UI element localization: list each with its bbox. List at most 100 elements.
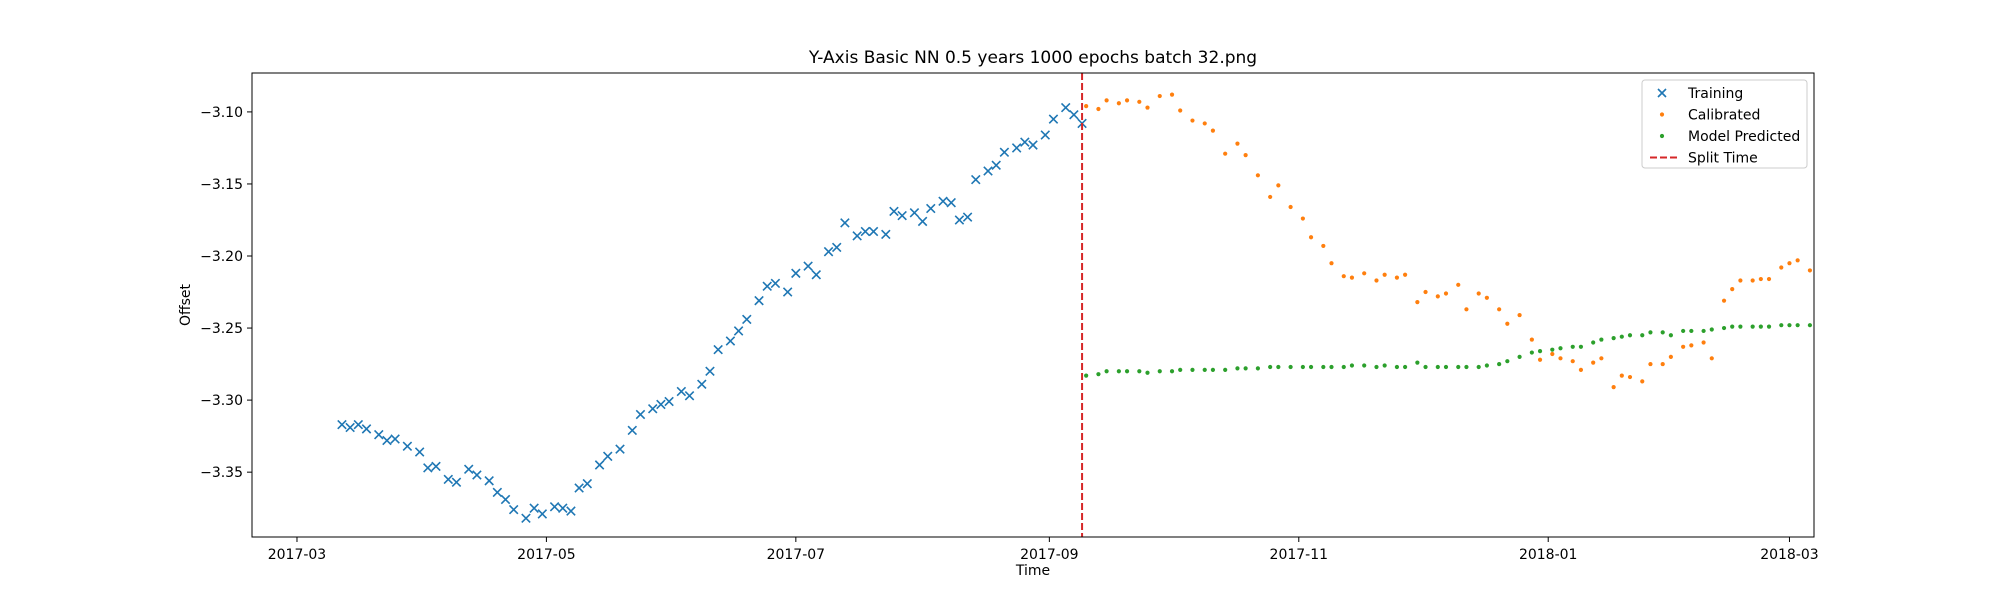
training-point bbox=[402, 441, 413, 451]
predicted-point bbox=[1709, 327, 1714, 332]
training-point bbox=[831, 242, 842, 253]
legend: Training Calibrated Model Predicted Split T… bbox=[1641, 79, 1808, 169]
x-axis-label: Time bbox=[1015, 563, 1050, 579]
legend-marker-dot bbox=[1659, 133, 1665, 139]
training-point bbox=[860, 226, 871, 237]
predicted-point bbox=[1157, 369, 1162, 374]
training-point bbox=[970, 174, 981, 185]
training-point bbox=[1040, 130, 1051, 140]
x-tick-label: 2017-09 bbox=[1020, 547, 1079, 563]
calibrated-point bbox=[1627, 374, 1633, 380]
calibrated-point bbox=[1243, 153, 1248, 158]
training-point bbox=[1020, 137, 1030, 147]
training-point bbox=[1060, 102, 1071, 113]
calibrated-point bbox=[1648, 361, 1653, 367]
training-point bbox=[557, 503, 568, 513]
predicted-point bbox=[1096, 372, 1101, 377]
predicted-point bbox=[1104, 369, 1109, 374]
x-tick-label: 2017-07 bbox=[767, 547, 826, 563]
calibrated-point bbox=[1497, 307, 1502, 312]
legend-box bbox=[1641, 79, 1808, 169]
calibrated-point bbox=[1276, 183, 1281, 188]
predicted-point bbox=[1668, 333, 1673, 338]
calibrated-point bbox=[1721, 298, 1727, 303]
legend-marker-training bbox=[1657, 88, 1667, 98]
training-point bbox=[946, 197, 956, 208]
predicted-point bbox=[1362, 363, 1367, 368]
predicted-point bbox=[1529, 350, 1534, 355]
predicted-point bbox=[1456, 364, 1461, 370]
calibrated-point bbox=[1476, 291, 1481, 296]
calibrated-point bbox=[1591, 360, 1596, 365]
calibrated-point bbox=[1157, 93, 1162, 99]
training-point bbox=[1028, 140, 1038, 150]
training-point bbox=[938, 196, 948, 207]
training-point bbox=[889, 206, 899, 217]
predicted-point bbox=[1464, 364, 1469, 370]
calibrated-point bbox=[1190, 118, 1195, 123]
predicted-point bbox=[1701, 328, 1706, 334]
training-point bbox=[602, 451, 613, 462]
predicted-point bbox=[1084, 373, 1089, 378]
predicted-point bbox=[1476, 364, 1481, 370]
training-point bbox=[840, 218, 850, 228]
calibrated-point bbox=[1137, 99, 1142, 104]
calibrated-point bbox=[1537, 357, 1543, 362]
calibrated-point bbox=[1640, 379, 1645, 384]
calibrated-point bbox=[1668, 354, 1673, 359]
calibrated-point bbox=[1255, 173, 1260, 178]
calibrated-point bbox=[1550, 351, 1555, 357]
predicted-point bbox=[1137, 369, 1142, 374]
calibrated-point bbox=[1484, 295, 1489, 300]
training-point bbox=[1011, 143, 1022, 153]
legend-label: Training bbox=[1687, 86, 1743, 102]
training-point bbox=[647, 403, 658, 414]
training-point bbox=[443, 474, 454, 485]
training-point bbox=[811, 269, 822, 280]
calibrated-point bbox=[1611, 385, 1616, 390]
calibrated-point bbox=[1300, 216, 1305, 221]
training-point bbox=[431, 461, 441, 472]
legend-label: Calibrated bbox=[1688, 108, 1760, 124]
training-point bbox=[725, 336, 736, 346]
predicted-point bbox=[1611, 336, 1616, 341]
training-point bbox=[962, 212, 973, 222]
calibrated-point bbox=[1394, 275, 1400, 280]
calibrated-point bbox=[1517, 312, 1522, 318]
calibrated-point bbox=[1505, 321, 1510, 326]
training-point bbox=[373, 429, 384, 440]
training-point bbox=[566, 506, 576, 516]
training-point bbox=[656, 399, 666, 410]
training-point bbox=[999, 147, 1010, 158]
predicted-point bbox=[1738, 324, 1743, 329]
series-model-predicted bbox=[1084, 323, 1813, 378]
calibrated-point bbox=[1382, 272, 1387, 277]
predicted-point bbox=[1300, 364, 1305, 370]
calibrated-point bbox=[1145, 105, 1150, 110]
predicted-point bbox=[1169, 369, 1175, 374]
calibrated-point bbox=[1570, 359, 1575, 364]
x-tick-label: 2017-03 bbox=[268, 547, 327, 563]
predicted-point bbox=[1235, 366, 1240, 371]
calibrated-point bbox=[1619, 373, 1624, 378]
calibrated-point bbox=[1558, 356, 1563, 361]
training-point bbox=[361, 424, 372, 434]
predicted-point bbox=[1288, 364, 1293, 370]
calibrated-point bbox=[1321, 243, 1326, 249]
training-point bbox=[549, 501, 560, 512]
predicted-point bbox=[1779, 323, 1784, 328]
predicted-point bbox=[1689, 328, 1694, 334]
calibrated-point bbox=[1104, 98, 1109, 103]
predicted-point bbox=[1648, 330, 1653, 335]
training-point bbox=[983, 166, 993, 176]
training-point bbox=[803, 261, 813, 271]
calibrated-point bbox=[1415, 300, 1420, 305]
calibrated-point bbox=[1701, 340, 1706, 345]
predicted-point bbox=[1415, 360, 1420, 365]
predicted-point bbox=[1124, 369, 1130, 374]
calibrated-point bbox=[1456, 282, 1461, 287]
training-point bbox=[414, 447, 425, 457]
calibrated-point bbox=[1288, 204, 1293, 210]
training-point bbox=[390, 434, 400, 444]
training-point bbox=[423, 463, 433, 473]
